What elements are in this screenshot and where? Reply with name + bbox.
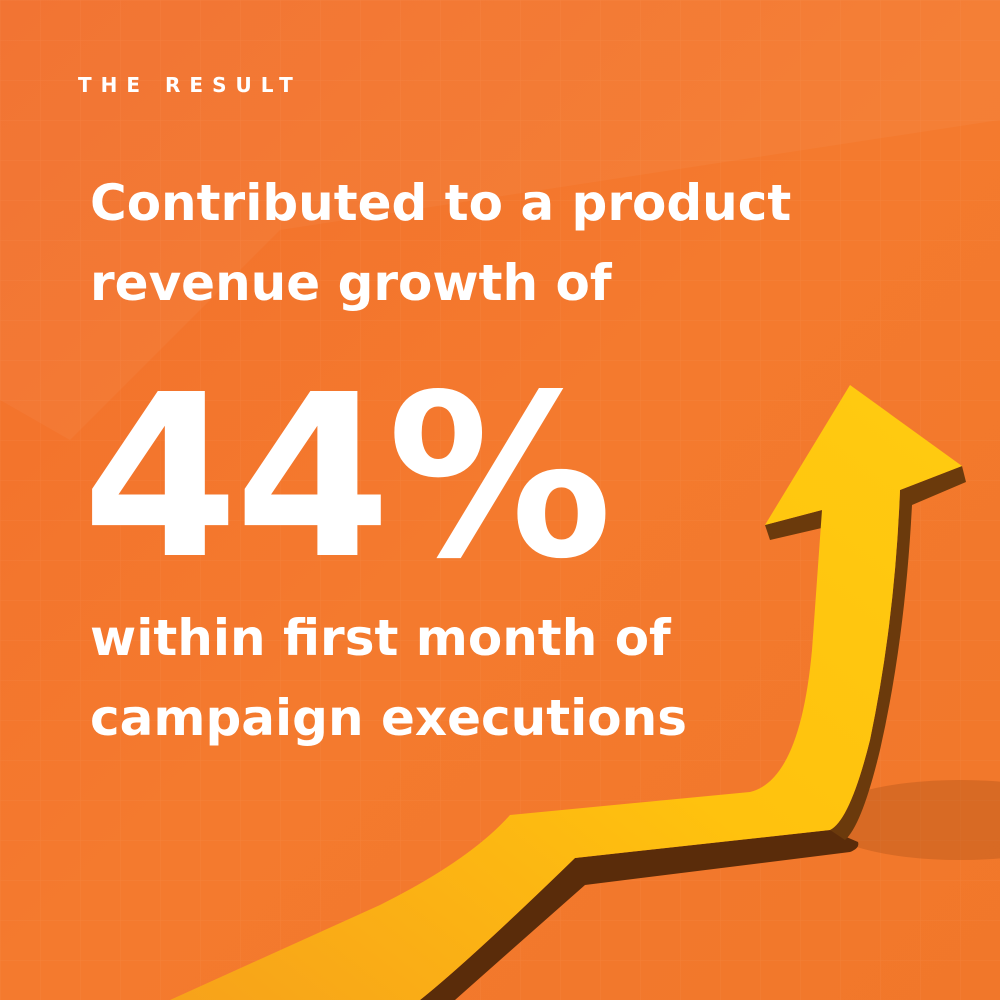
eyebrow: THE RESULT [78,73,302,97]
headline-line: revenue growth of [90,254,613,312]
arrow-side [420,830,859,1000]
arrow-face [170,385,962,1000]
arrow-side [765,510,826,540]
arrow [170,385,966,1000]
bg-shape [0,0,1000,440]
stat: 44% [82,347,609,609]
headline-line: Contributed to a product [90,174,791,232]
arrow-side [830,466,966,840]
subtext-line: campaign executions [90,689,687,747]
subtext-line: within first month of [90,609,672,667]
